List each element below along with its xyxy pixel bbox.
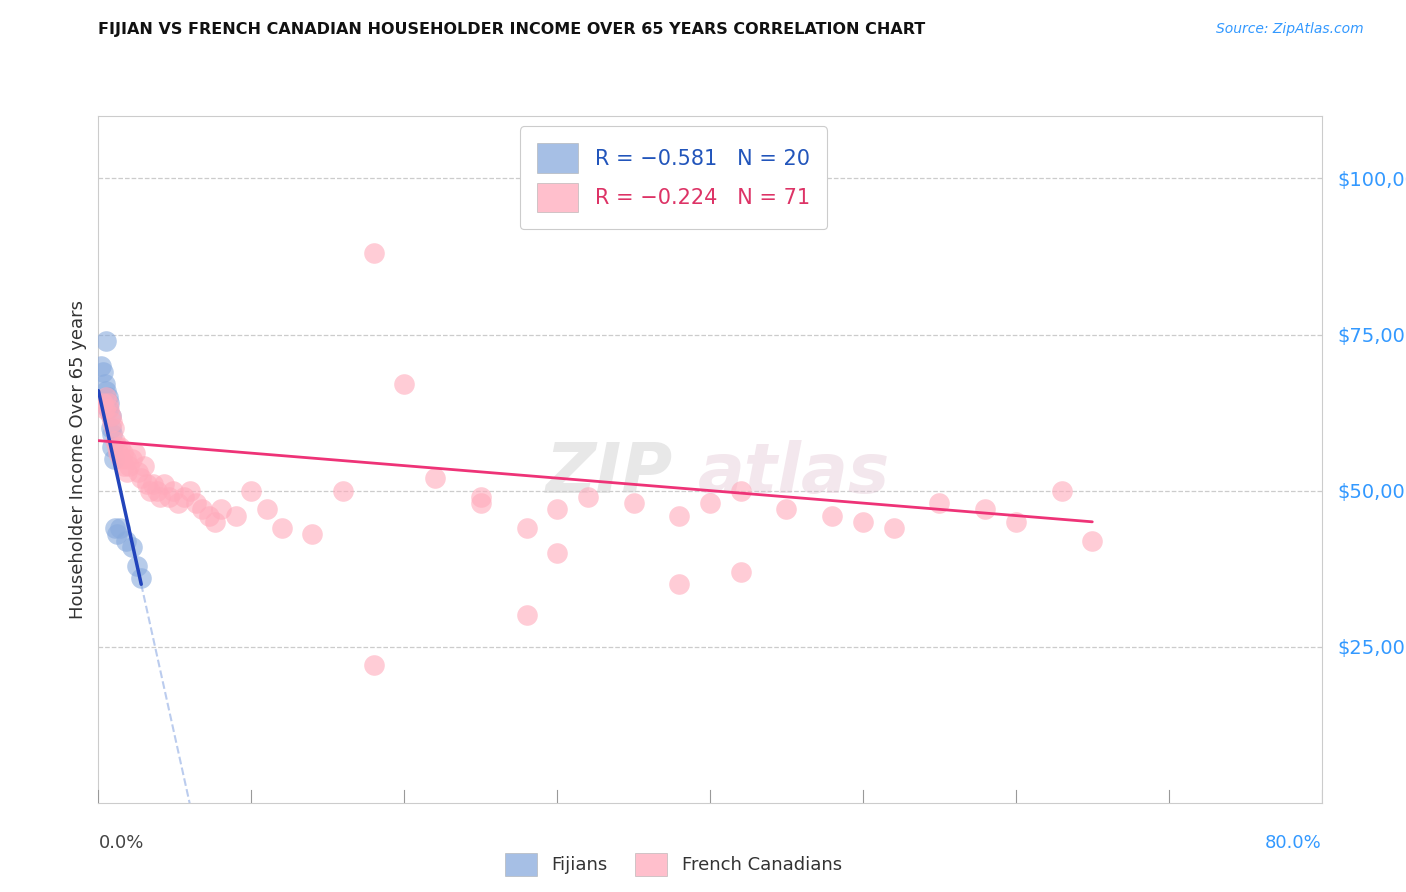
Point (91, 365, 114, 379)
Point (149, 490, 172, 504)
Point (668, 508, 690, 523)
Point (108, 521, 131, 535)
Point (301, 527, 323, 541)
Point (516, 608, 538, 623)
Point (363, 658, 385, 673)
Point (668, 577, 690, 591)
Point (104, 434, 127, 448)
Point (101, 415, 124, 429)
Point (101, 427, 124, 442)
Point (974, 502, 997, 516)
Point (129, 571, 152, 585)
Point (883, 521, 905, 535)
Point (928, 496, 950, 510)
Point (115, 452, 138, 467)
Point (145, 483, 167, 498)
Point (157, 490, 180, 504)
Point (470, 496, 492, 510)
Point (118, 458, 141, 473)
Point (139, 483, 162, 498)
Point (209, 502, 232, 516)
Point (97, 402, 120, 417)
Point (105, 440, 128, 454)
Point (97, 390, 120, 404)
Point (623, 496, 645, 510)
Point (103, 421, 125, 435)
Point (730, 565, 752, 579)
Point (775, 502, 797, 516)
Point (256, 502, 278, 516)
Point (127, 465, 149, 479)
Text: FIJIAN VS FRENCH CANADIAN HOUSEHOLDER INCOME OVER 65 YEARS CORRELATION CHART: FIJIAN VS FRENCH CANADIAN HOUSEHOLDER IN… (98, 22, 925, 37)
Point (1004, 515, 1026, 529)
Text: atlas: atlas (697, 440, 890, 507)
Point (94, 390, 117, 404)
Point (121, 452, 143, 467)
Point (699, 496, 721, 510)
Point (115, 533, 138, 548)
Point (100, 421, 122, 435)
Point (546, 546, 568, 560)
Text: 0.0%: 0.0% (98, 834, 143, 852)
Point (100, 409, 122, 423)
Point (98, 402, 121, 417)
Point (225, 508, 247, 523)
Point (173, 490, 195, 504)
Point (240, 483, 263, 498)
Point (112, 458, 135, 473)
Text: 80.0%: 80.0% (1265, 834, 1322, 852)
Point (186, 496, 208, 510)
Y-axis label: Householder Income Over 65 years: Householder Income Over 65 years (69, 300, 87, 619)
Point (98, 396, 121, 410)
Legend: Fijians, French Canadians: Fijians, French Canadians (498, 846, 849, 883)
Point (93, 377, 115, 392)
Text: Source: ZipAtlas.com: Source: ZipAtlas.com (1216, 22, 1364, 37)
Point (111, 446, 134, 460)
Point (821, 508, 844, 523)
Point (94, 384, 117, 398)
Point (110, 452, 132, 467)
Point (470, 490, 492, 504)
Point (167, 496, 190, 510)
Point (423, 471, 446, 485)
Point (363, 246, 385, 260)
Point (204, 515, 226, 529)
Point (270, 521, 292, 535)
Point (117, 465, 139, 479)
Point (104, 521, 127, 535)
Point (134, 458, 156, 473)
Point (107, 446, 129, 460)
Point (392, 377, 416, 392)
Text: ZIP: ZIP (546, 440, 673, 507)
Point (124, 446, 146, 460)
Point (1081, 533, 1104, 548)
Point (142, 477, 165, 491)
Point (100, 409, 122, 423)
Point (162, 483, 184, 498)
Point (105, 527, 128, 541)
Point (103, 452, 125, 467)
Point (91, 396, 114, 410)
Point (852, 515, 875, 529)
Point (197, 508, 219, 523)
Point (97, 396, 120, 410)
Point (108, 440, 131, 454)
Point (730, 483, 752, 498)
Point (1050, 483, 1073, 498)
Point (101, 440, 124, 454)
Point (179, 483, 201, 498)
Point (125, 558, 148, 573)
Point (94, 334, 117, 348)
Point (121, 540, 143, 554)
Point (546, 502, 568, 516)
Point (516, 521, 538, 535)
Point (153, 477, 176, 491)
Point (332, 483, 354, 498)
Point (129, 471, 152, 485)
Point (576, 490, 599, 504)
Point (90, 359, 112, 373)
Point (93, 402, 115, 417)
Point (136, 477, 159, 491)
Point (191, 502, 214, 516)
